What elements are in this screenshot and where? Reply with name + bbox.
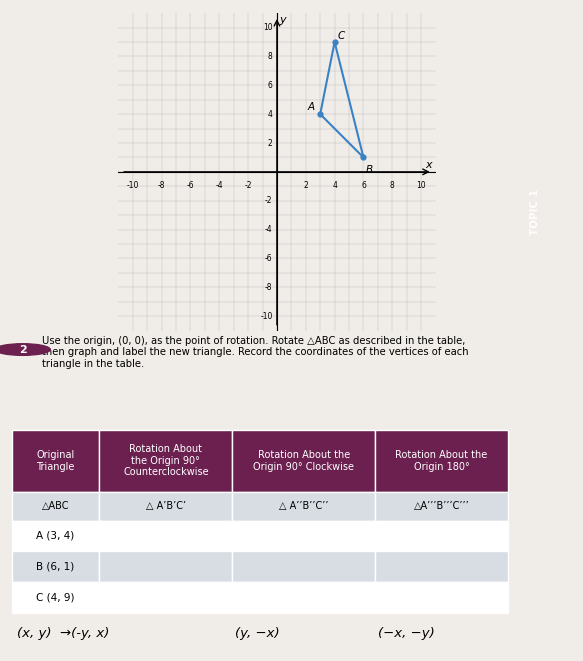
Text: A: A <box>307 102 314 112</box>
Text: x: x <box>425 160 431 170</box>
Bar <box>12 551 99 582</box>
Text: 4: 4 <box>268 110 273 119</box>
Text: A (3, 4): A (3, 4) <box>36 531 75 541</box>
Text: B: B <box>366 165 373 175</box>
Bar <box>375 582 508 613</box>
Bar <box>99 551 232 582</box>
Text: 6: 6 <box>361 180 366 190</box>
Text: 8: 8 <box>390 180 395 190</box>
Text: -4: -4 <box>216 180 223 190</box>
Text: -6: -6 <box>265 254 273 263</box>
Bar <box>99 521 232 551</box>
Bar <box>375 430 508 492</box>
Bar <box>12 582 99 613</box>
Text: -10: -10 <box>260 311 273 321</box>
Text: -2: -2 <box>244 180 252 190</box>
Bar <box>232 430 375 492</box>
Text: (y, −x): (y, −x) <box>235 627 279 640</box>
Bar <box>12 430 99 492</box>
Text: Rotation About the
Origin 90° Clockwise: Rotation About the Origin 90° Clockwise <box>253 450 354 472</box>
Text: Rotation About the
Origin 180°: Rotation About the Origin 180° <box>395 450 488 472</box>
Circle shape <box>0 344 50 356</box>
Text: -10: -10 <box>127 180 139 190</box>
Text: 2: 2 <box>19 344 27 354</box>
Text: C (4, 9): C (4, 9) <box>36 592 75 602</box>
Text: 4: 4 <box>332 180 337 190</box>
Text: 10: 10 <box>263 23 273 32</box>
Text: Use the origin, (0, 0), as the point of rotation. Rotate △ABC as described in th: Use the origin, (0, 0), as the point of … <box>42 336 468 369</box>
Bar <box>99 430 232 492</box>
Text: △ A’B’C’: △ A’B’C’ <box>146 501 186 512</box>
Text: -8: -8 <box>158 180 166 190</box>
Bar <box>375 492 508 521</box>
Bar <box>375 521 508 551</box>
Bar <box>232 551 375 582</box>
Text: TOPIC 1: TOPIC 1 <box>530 188 540 235</box>
Text: Rotation About
the Origin 90°
Counterclockwise: Rotation About the Origin 90° Counterclo… <box>123 444 209 477</box>
Text: -2: -2 <box>265 196 273 205</box>
Text: △ABC: △ABC <box>42 501 69 512</box>
Bar <box>12 492 99 521</box>
Text: y: y <box>279 15 286 25</box>
Text: 2: 2 <box>268 139 273 147</box>
Text: C: C <box>338 30 345 40</box>
Text: -4: -4 <box>265 225 273 234</box>
Text: 8: 8 <box>268 52 273 61</box>
Bar <box>232 492 375 521</box>
Text: B (6, 1): B (6, 1) <box>36 562 75 572</box>
Text: -8: -8 <box>265 283 273 292</box>
Text: (−x, −y): (−x, −y) <box>378 627 434 640</box>
Text: -6: -6 <box>187 180 194 190</box>
Bar <box>12 521 99 551</box>
Bar <box>232 521 375 551</box>
Text: (x, y)  →(-y, x): (x, y) →(-y, x) <box>17 627 109 640</box>
Bar <box>99 582 232 613</box>
Text: Original
Triangle: Original Triangle <box>36 450 75 472</box>
Bar <box>99 492 232 521</box>
Text: 10: 10 <box>416 180 426 190</box>
Text: 6: 6 <box>268 81 273 90</box>
Text: △A’’’B’’’C’’’: △A’’’B’’’C’’’ <box>414 501 469 512</box>
Text: △ A’’B’’C’’: △ A’’B’’C’’ <box>279 501 328 512</box>
Bar <box>375 551 508 582</box>
Text: 2: 2 <box>303 180 308 190</box>
Bar <box>232 582 375 613</box>
